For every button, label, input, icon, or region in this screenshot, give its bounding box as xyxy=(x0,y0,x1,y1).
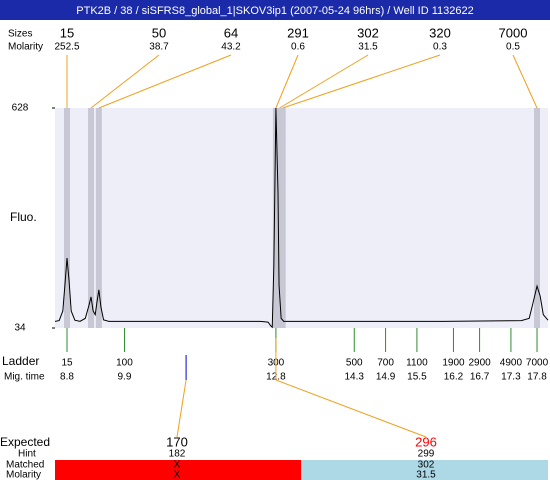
peaks-molarity-label: Molarity xyxy=(8,42,43,53)
peak-molarity: 43.2 xyxy=(221,42,241,53)
peak-connector xyxy=(512,54,538,109)
matched-label: Matched xyxy=(6,460,44,471)
peak-size: 15 xyxy=(60,25,74,40)
peak-band xyxy=(279,108,286,328)
title-bar xyxy=(0,0,550,20)
title: PTK2B / 38 / siSFRS8_global_1|SKOV3ip1 (… xyxy=(76,5,473,17)
peak-size: 291 xyxy=(287,25,309,40)
ladder-size: 7000 xyxy=(526,358,549,369)
molarity-label: Molarity xyxy=(6,470,41,480)
ladder-size: 500 xyxy=(346,358,363,369)
result-bar xyxy=(301,460,548,480)
peak-molarity: 0.5 xyxy=(506,42,520,53)
peak-band xyxy=(534,108,541,328)
peak-molarity: 38.7 xyxy=(149,42,169,53)
peak-connector xyxy=(90,54,160,109)
hint-label: Hint xyxy=(18,449,36,460)
ladder-time: 8.8 xyxy=(60,372,74,383)
peaks-label: Sizes xyxy=(8,29,32,40)
peak-molarity: 252.5 xyxy=(54,42,79,53)
hint-value: 299 xyxy=(418,449,435,460)
ladder-time: 17.3 xyxy=(501,372,521,383)
expected-connector xyxy=(176,379,187,438)
result-bar xyxy=(55,460,301,480)
plot-area xyxy=(55,108,548,328)
ladder-size: 4900 xyxy=(500,358,523,369)
ladder-time: 14.9 xyxy=(376,372,396,383)
y-tick-label: 628 xyxy=(12,103,29,114)
y-tick-label: 34 xyxy=(14,323,26,334)
ladder-time: 9.9 xyxy=(118,372,132,383)
peak-connector xyxy=(279,54,369,109)
peak-size: 7000 xyxy=(499,25,528,40)
y-axis-label: Fluo. xyxy=(10,210,37,224)
expected-size: 296 xyxy=(415,434,437,449)
ladder-time: 16.7 xyxy=(470,372,490,383)
peak-band xyxy=(95,108,102,328)
mig-time-label: Mig. time xyxy=(4,372,45,383)
ladder-label: Ladder xyxy=(2,354,39,368)
ladder-size: 1900 xyxy=(442,358,465,369)
expected-label: Expected xyxy=(0,435,50,449)
ladder-size: 1100 xyxy=(406,358,428,369)
ladder-time: 16.2 xyxy=(444,372,464,383)
ladder-size: 100 xyxy=(116,358,133,369)
peak-connector xyxy=(275,54,299,109)
ladder-time: 15.5 xyxy=(407,372,427,383)
peak-molarity: 0.6 xyxy=(291,42,305,53)
peak-connector xyxy=(98,54,232,109)
peak-size: 320 xyxy=(429,25,451,40)
ladder-time: 17.8 xyxy=(527,372,547,383)
peak-band xyxy=(276,108,283,328)
matched-value: 302 xyxy=(418,460,435,471)
peak-connector xyxy=(282,54,441,109)
peak-size: 64 xyxy=(224,25,238,40)
peak-band xyxy=(64,108,71,328)
expected-connector xyxy=(275,379,427,438)
matched-value: X xyxy=(174,460,181,471)
peak-band xyxy=(272,108,279,328)
peak-band xyxy=(88,108,95,328)
ladder-size: 700 xyxy=(377,358,394,369)
peak-size: 50 xyxy=(152,25,166,40)
peak-molarity: 31.5 xyxy=(358,42,378,53)
molarity-value: X xyxy=(174,470,181,480)
ladder-size: 2900 xyxy=(468,358,491,369)
expected-size: 170 xyxy=(166,434,188,449)
peak-molarity: 0.3 xyxy=(433,42,447,53)
molarity-value: 31.5 xyxy=(416,470,436,480)
trace xyxy=(54,107,549,329)
peak-size: 302 xyxy=(357,25,379,40)
ladder-size: 15 xyxy=(61,358,73,369)
hint-value: 182 xyxy=(169,449,186,460)
ladder-time: 14.3 xyxy=(345,372,365,383)
